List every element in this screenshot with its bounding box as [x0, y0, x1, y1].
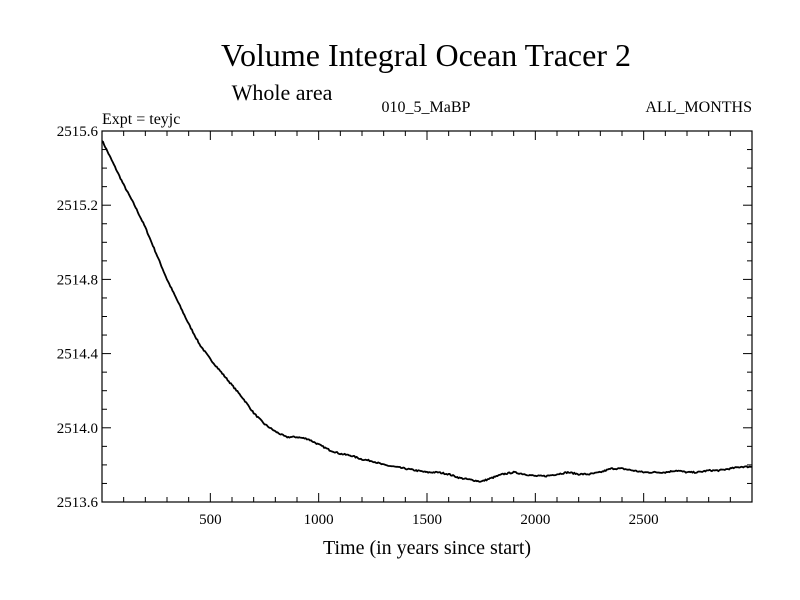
y-tick-label: 2514.0 — [57, 421, 98, 437]
x-tick-label: 500 — [199, 512, 222, 528]
x-axis-ticks: 500 1000 1500 2000 2500 — [123, 131, 731, 528]
y-axis-ticks: 2513.6 2514.0 2514.4 2514.8 2515.2 2515.6 — [57, 124, 752, 511]
y-tick-label: 2514.4 — [57, 347, 99, 363]
run-label: 010_5_MaBP — [382, 99, 471, 116]
x-tick-label: 1000 — [304, 512, 334, 528]
y-tick-label: 2513.6 — [57, 495, 99, 511]
chart-subtitle: Whole area — [232, 80, 333, 105]
plot-frame — [101, 130, 753, 503]
series-group — [101, 140, 753, 483]
x-tick-label: 2000 — [520, 512, 550, 528]
x-tick-label: 2500 — [629, 512, 659, 528]
y-tick-label: 2515.6 — [57, 124, 99, 140]
experiment-label: Expt = teyjc — [102, 111, 180, 128]
period-label: ALL_MONTHS — [645, 99, 752, 116]
x-axis-label: Time (in years since start) — [323, 537, 531, 559]
chart-title: Volume Integral Ocean Tracer 2 — [221, 37, 631, 73]
x-tick-label: 1500 — [412, 512, 442, 528]
y-tick-label: 2515.2 — [57, 198, 98, 214]
y-tick-label: 2514.8 — [57, 272, 98, 288]
series-line — [101, 140, 753, 483]
